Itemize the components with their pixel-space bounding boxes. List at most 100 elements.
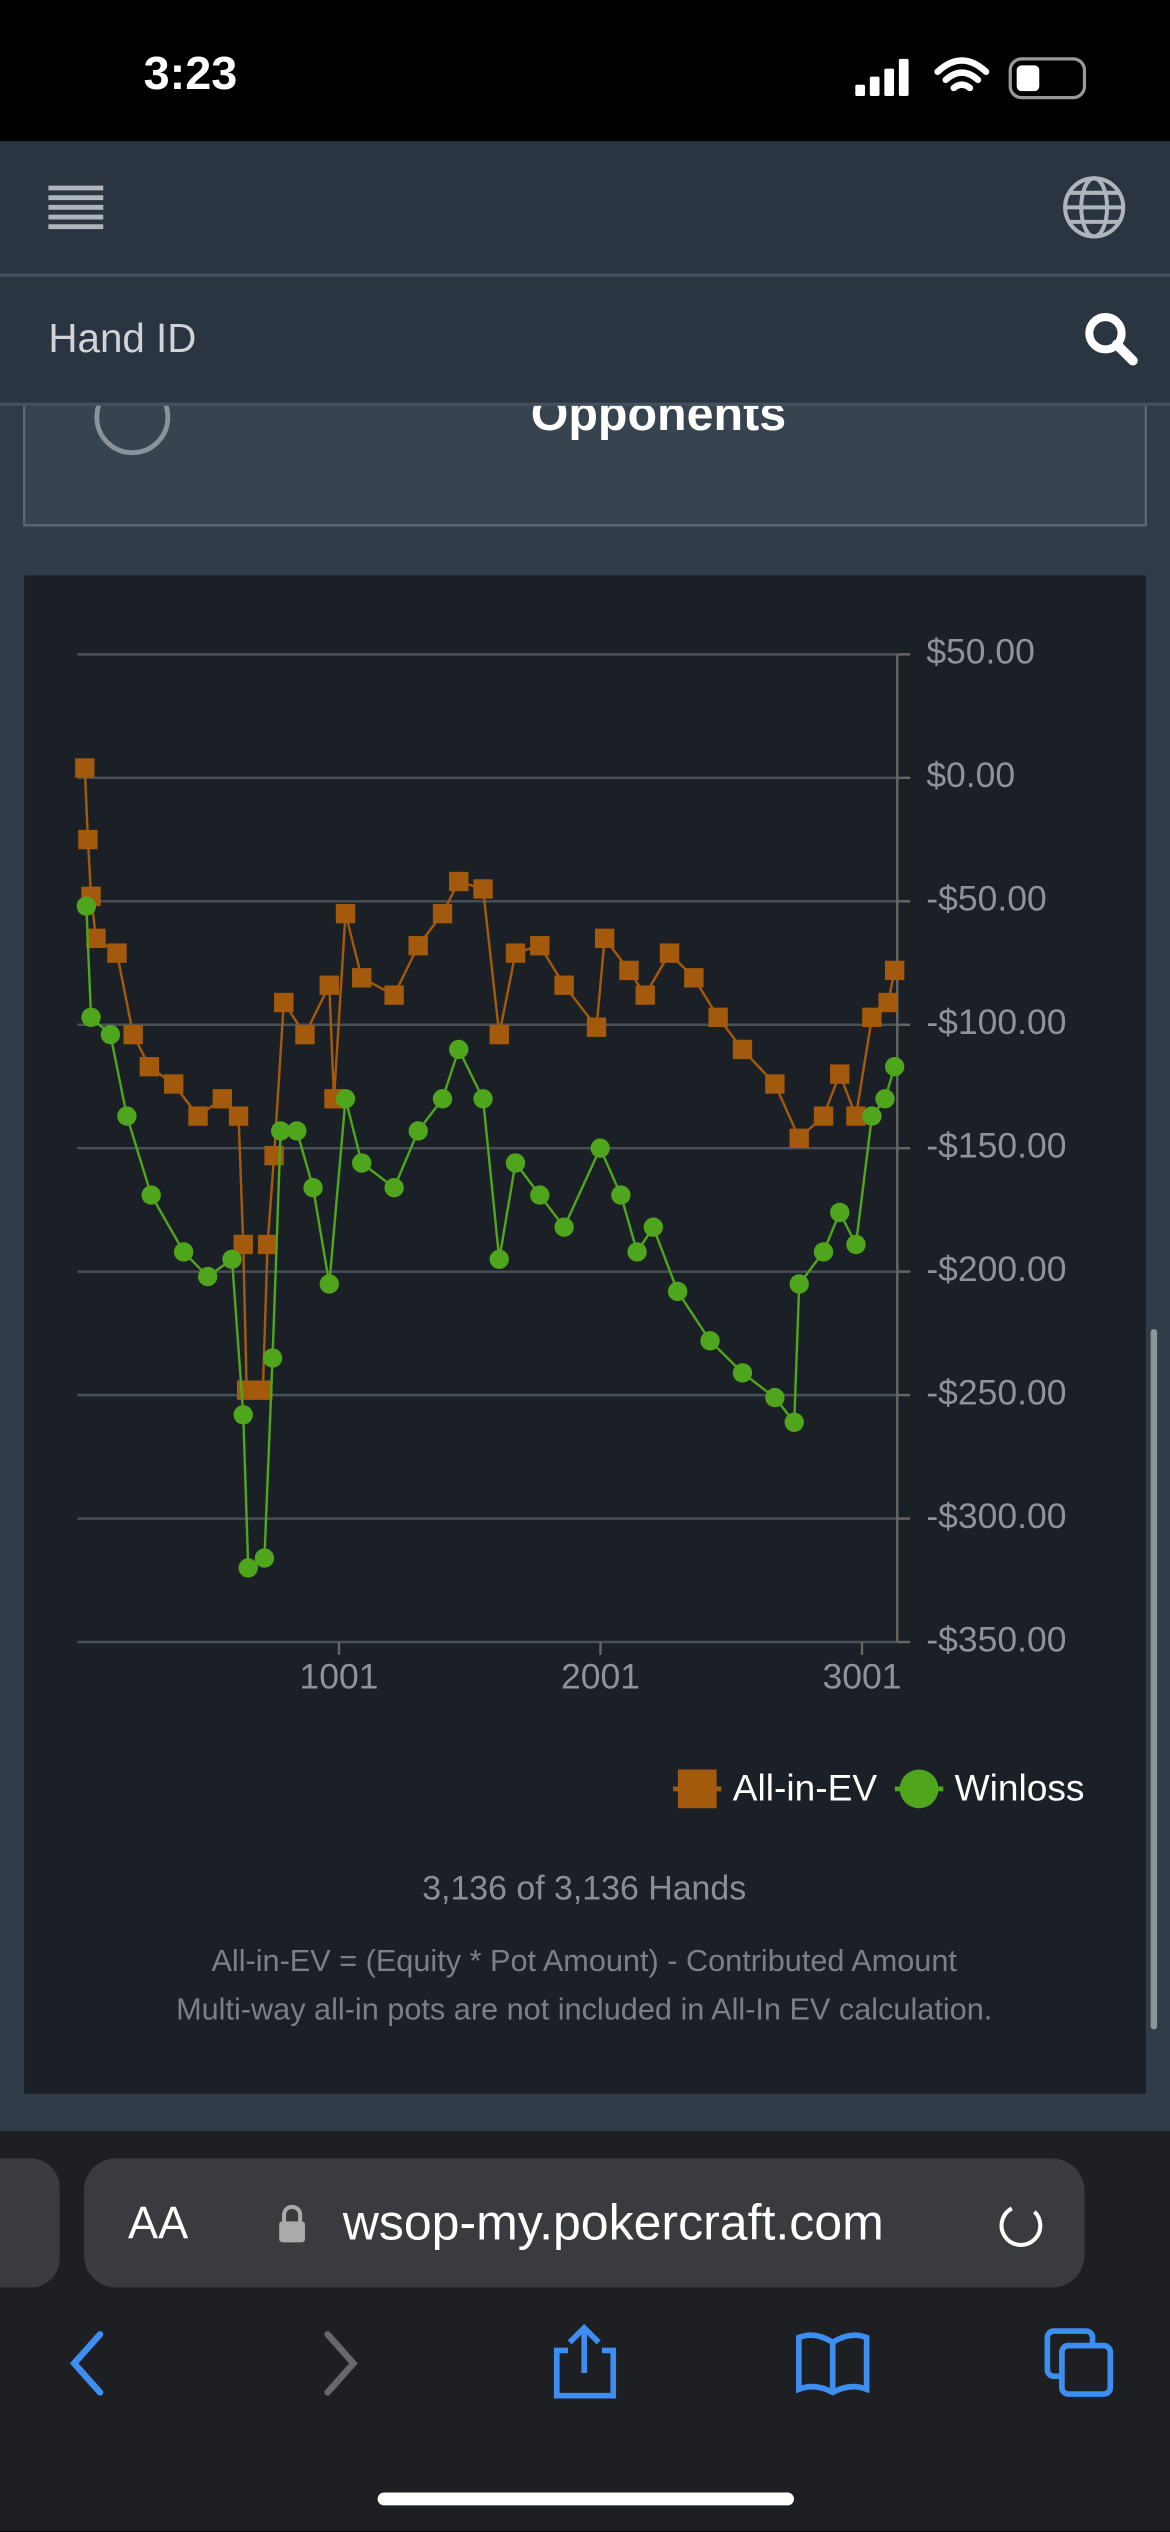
point [765,1074,785,1094]
point [78,829,98,850]
point [295,1024,315,1045]
y-tick-label: -$250.00 [926,1372,1066,1412]
legend-label: All-in-EV [733,1766,878,1808]
url[interactable]: wsop-my.pokercraft.com [342,2194,884,2250]
point [862,1007,882,1028]
point [627,1242,647,1262]
point [139,1057,160,1077]
point [813,1242,834,1262]
point [384,1178,404,1198]
point [254,1548,275,1568]
forward-button[interactable] [324,2331,358,2396]
point [708,1007,728,1028]
point [228,1106,249,1126]
point [813,1106,834,1126]
point [233,1234,253,1255]
status-time: 3:23 [144,47,238,99]
point [505,943,526,963]
reload-button[interactable] [999,2206,1043,2247]
point [86,928,106,949]
point [635,985,655,1005]
x-tick-label: 2001 [561,1657,640,1697]
point [684,968,704,988]
point [473,1089,493,1109]
text-size-button[interactable]: AA [128,2197,189,2248]
point [262,1348,283,1368]
menu-button[interactable] [48,185,104,230]
point [862,1106,882,1126]
y-tick-label: $0.00 [926,755,1015,795]
top-nav [0,141,1170,405]
point [76,896,97,916]
wifi-icon [934,57,990,92]
lock-icon [279,2204,306,2243]
point [505,1153,526,1173]
point [765,1387,785,1408]
point [878,992,898,1013]
point [432,903,453,924]
point [117,1106,137,1126]
point [473,879,493,899]
point [233,1405,253,1425]
x-tick-label: 1001 [299,1657,378,1697]
point [253,1380,273,1400]
point [274,992,294,1013]
address-bar[interactable] [83,2158,1085,2288]
point [789,1128,809,1148]
point [164,1074,184,1094]
point [75,758,95,778]
point [319,975,339,995]
point [619,960,639,981]
point [732,1363,753,1383]
point [611,1185,631,1205]
share-button[interactable] [553,2323,617,2399]
point [590,1138,610,1158]
point [784,1412,804,1432]
point [100,1024,121,1045]
point [884,1057,905,1077]
point [408,1121,428,1141]
search-input[interactable]: Hand ID [48,315,196,361]
point [238,1558,258,1578]
scrollbar [1150,1328,1158,2030]
y-tick-label: -$50.00 [926,879,1046,919]
language-button[interactable] [1063,176,1126,239]
search-button[interactable] [1085,313,1138,366]
point [257,1234,278,1255]
point [287,1121,307,1141]
point [81,1007,101,1028]
point [489,1024,509,1045]
point [667,1281,688,1302]
point [123,1024,143,1045]
point [212,1089,233,1109]
back-button[interactable] [69,2331,104,2396]
point [173,1242,194,1262]
point [489,1249,509,1269]
tabs-button[interactable] [1044,2328,1114,2397]
point [846,1106,866,1126]
point [659,943,680,963]
point [141,1185,161,1205]
point [875,1089,895,1109]
point [408,936,428,956]
point [335,903,356,924]
chart: $50.00 $0.00 -$50.00 -$100.00 -$150.00 -$200.… [75,632,1085,1809]
y-tick-label: -$200.00 [926,1249,1066,1289]
point [700,1331,720,1351]
point [222,1249,242,1269]
battery-level [1016,65,1040,92]
prev-tab[interactable] [0,2158,60,2288]
y-tick-label: -$150.00 [926,1126,1066,1166]
point [188,1106,208,1126]
legend-label: Winloss [955,1766,1085,1808]
point [846,1234,866,1255]
point [830,1202,850,1223]
point [530,1185,550,1205]
legend-marker [899,1769,939,1809]
point [643,1217,663,1237]
y-tick-label: -$300.00 [926,1496,1066,1536]
note-line: Multi-way all-in pots are not included i… [176,1993,992,2027]
point [319,1274,339,1294]
bookmarks-button[interactable] [796,2332,870,2396]
point [586,1017,607,1037]
